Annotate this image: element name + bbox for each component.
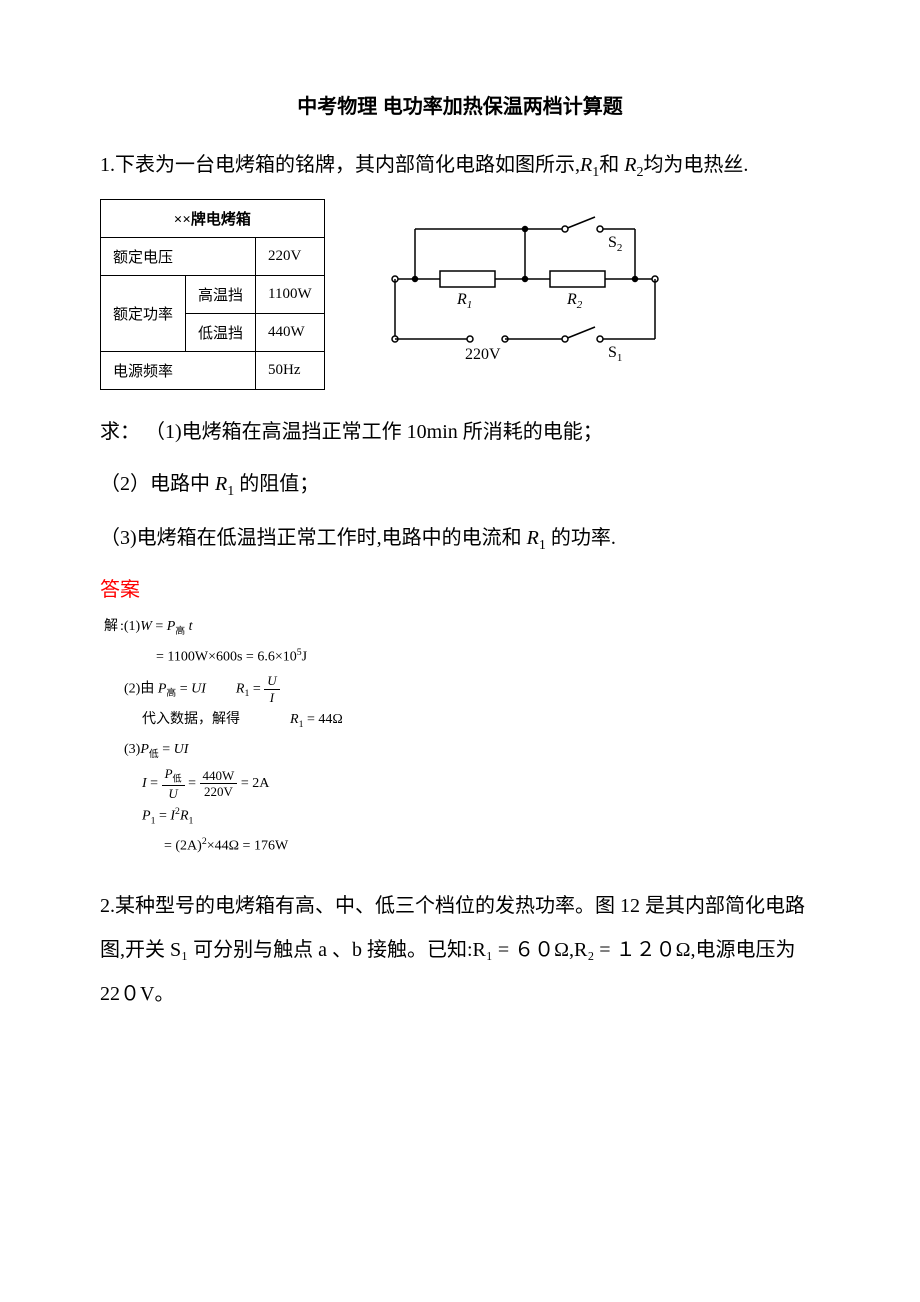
s2-label: S2 bbox=[608, 234, 622, 254]
r2-label: R2 bbox=[566, 291, 583, 311]
spec-table: ××牌电烤箱 额定电压 220V 额定功率 高温挡 1100W 低温挡 440W… bbox=[100, 199, 325, 390]
q2-text: 2.某种型号的电烤箱有高、中、低三个档位的发热功率。图 12 是其内部简化电路图… bbox=[100, 884, 820, 1016]
table-cell: 高温挡 bbox=[186, 275, 256, 313]
q1-intro: 1.下表为一台电烤箱的铭牌，其内部简化电路如图所示,R1和 R2均为电热丝. bbox=[100, 143, 820, 189]
q1-ask-1: 求： （1)电烤箱在高温挡正常工作 10min 所消耗的电能； bbox=[100, 410, 820, 454]
table-cell: 440W bbox=[256, 313, 325, 351]
circuit-diagram: R1 R2 S2 S1 220V bbox=[365, 209, 665, 379]
s1-label: S1 bbox=[608, 344, 622, 364]
q1-ask-3: （3)电烤箱在低温挡正常工作时,电路中的电流和 R1 的功率. bbox=[100, 516, 820, 562]
q1-ask-2: （2）电路中 R1 的阻值； bbox=[100, 462, 820, 508]
table-cell: 额定功率 bbox=[101, 275, 186, 351]
table-cell: 1100W bbox=[256, 275, 325, 313]
table-cell: 电源频率 bbox=[101, 351, 256, 389]
table-header: ××牌电烤箱 bbox=[101, 199, 325, 237]
table-cell: 220V bbox=[256, 237, 325, 275]
figure-row: ××牌电烤箱 额定电压 220V 额定功率 高温挡 1100W 低温挡 440W… bbox=[100, 199, 820, 390]
table-cell: 50Hz bbox=[256, 351, 325, 389]
answer-label: 答案 bbox=[100, 573, 820, 602]
r1-label: R1 bbox=[456, 291, 472, 311]
solution-block: 解:(1)W = P高 t = 1100W×600s = 6.6×105J (2… bbox=[100, 614, 820, 860]
table-cell: 额定电压 bbox=[101, 237, 256, 275]
table-cell: 低温挡 bbox=[186, 313, 256, 351]
voltage-label: 220V bbox=[465, 346, 501, 363]
page-title: 中考物理 电功率加热保温两档计算题 bbox=[100, 90, 820, 119]
